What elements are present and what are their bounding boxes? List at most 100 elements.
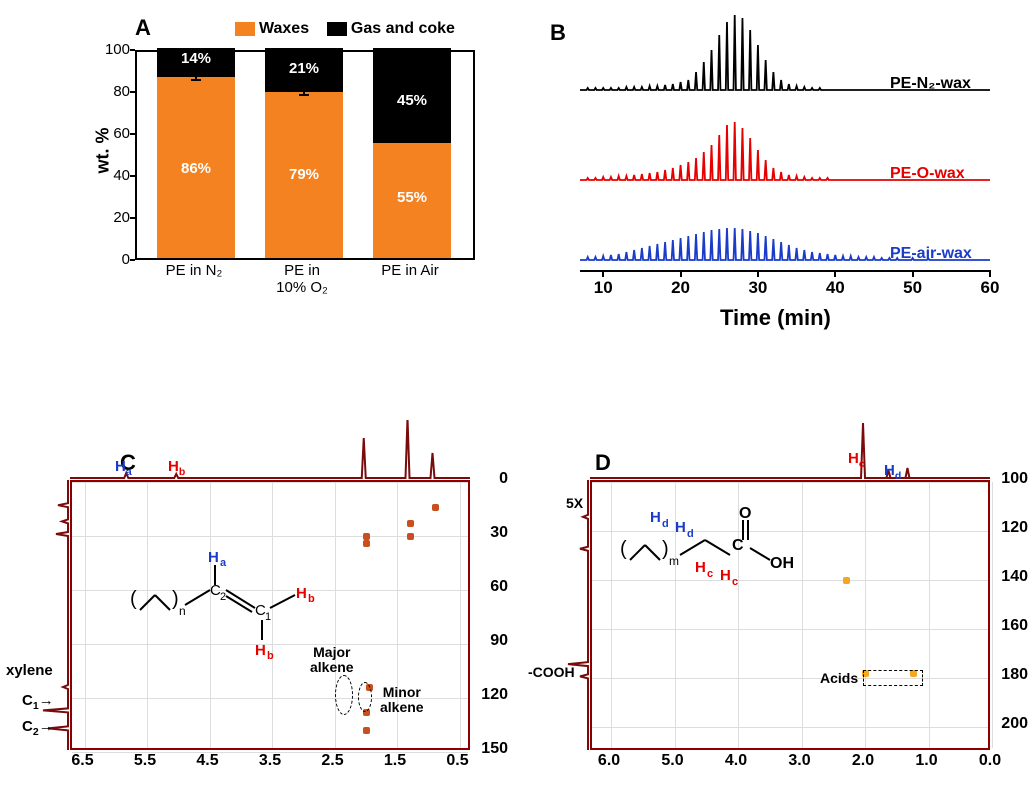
svg-text:OH: OH [770, 555, 794, 572]
svg-text:H: H [675, 519, 686, 536]
svg-text:1: 1 [265, 611, 271, 623]
panel-b-chrom [570, 0, 1010, 280]
svg-text:m: m [669, 554, 679, 568]
panel-a-legend: Waxes Gas and coke [235, 20, 455, 38]
svg-text:d: d [687, 528, 694, 540]
annot-cooh: -COOH [528, 664, 575, 680]
svg-text:H: H [208, 550, 219, 566]
nmr-ytick: 140 [992, 568, 1028, 586]
ytick-100: 100 [100, 41, 130, 58]
svg-text:O: O [739, 505, 751, 522]
xtick-20: 20 [666, 278, 696, 298]
annot-hd-top: Hd [884, 462, 901, 482]
nmr-xtick: 0.0 [972, 752, 1008, 770]
annot-5x: 5X [566, 495, 583, 511]
nmr-ytick: 60 [472, 578, 508, 596]
nmr-ytick: 160 [992, 617, 1028, 635]
nmr-xtick: 3.0 [782, 752, 818, 770]
svg-text:): ) [662, 538, 669, 560]
panel-d-left-trace [520, 480, 590, 750]
nmr-xtick: 4.5 [190, 752, 226, 770]
nmr-xtick: 2.0 [845, 752, 881, 770]
svg-text:(: ( [620, 538, 627, 560]
svg-text:d: d [662, 518, 669, 530]
trace-label-2: PE-air-wax [890, 245, 972, 263]
nmr-ytick: 0 [472, 470, 508, 488]
panel-a: A wt. % Waxes Gas and coke 86%14%79%21%5… [55, 10, 505, 320]
cross-peak [363, 540, 370, 547]
dashbox-acids [863, 670, 923, 686]
nmr-ytick: 100 [992, 470, 1028, 488]
nmr-xtick: 0.5 [440, 752, 476, 770]
annot-ha-top: Ha [115, 458, 132, 478]
ytick-20: 20 [100, 209, 130, 226]
nmr-xtick: 6.5 [65, 752, 101, 770]
nmr-xtick: 5.0 [655, 752, 691, 770]
trace-label-1: PE-O-wax [890, 165, 965, 183]
cat-2: PE in Air [361, 262, 459, 279]
panel-a-chart: 86%14% 79%21% 55%45% [135, 50, 475, 260]
annot-hb-top: Hb [168, 458, 185, 478]
svg-text:): ) [172, 588, 179, 610]
nmr-ytick: 180 [992, 666, 1028, 684]
panel-b-label: B [550, 20, 566, 46]
panel-a-label: A [135, 15, 151, 41]
nmr-xtick: 1.0 [909, 752, 945, 770]
ytick-40: 40 [100, 167, 130, 184]
cross-peak [432, 504, 439, 511]
nmr-ytick: 90 [472, 632, 508, 650]
svg-text:H: H [720, 567, 731, 584]
legend-swatch-waxes [235, 22, 255, 36]
cat-1: PE in10% O₂ [253, 262, 351, 296]
annot-hc-top: Hc [848, 450, 865, 470]
svg-text:c: c [732, 576, 738, 588]
panel-c: C Ha Hb xylene C1→ C2→ ( ) n C2 C1 Ha Hb [0, 420, 510, 790]
panel-d: D Hc Hd 5X -COOH Acids ( ) m C O OH Hd H… [520, 420, 1030, 790]
nmr-xtick: 1.5 [377, 752, 413, 770]
nmr-ytick: 120 [472, 686, 508, 704]
annot-acids: Acids [820, 670, 858, 686]
annot-major: Majoralkene [310, 645, 354, 676]
cross-peak [363, 533, 370, 540]
legend-swatch-gas [327, 22, 347, 36]
svg-text:a: a [220, 557, 227, 569]
xtick-60: 60 [975, 278, 1005, 298]
dashbox-minor [358, 682, 372, 712]
trace-label-0: PE-N₂-wax [890, 75, 971, 93]
svg-text:c: c [707, 568, 713, 580]
bar-2: 55%45% [373, 48, 451, 258]
annot-minor: Minoralkene [380, 685, 424, 716]
xtick-50: 50 [898, 278, 928, 298]
annot-c2: C2→ [22, 718, 54, 738]
legend-label-waxes: Waxes [259, 20, 309, 37]
svg-text:b: b [267, 650, 274, 660]
cross-peak [407, 533, 414, 540]
panel-b: B PE-N₂-waxPE-O-waxPE-air-wax 1020304050… [550, 0, 1010, 330]
svg-text:(: ( [130, 588, 137, 610]
svg-text:2: 2 [220, 591, 226, 603]
nmr-xtick: 6.0 [591, 752, 627, 770]
bar-0: 86%14% [157, 48, 235, 258]
svg-text:n: n [179, 604, 186, 618]
panel-b-xlabel: Time (min) [720, 305, 831, 331]
panel-d-molecule: ( ) m C O OH Hd Hd Hc Hc [620, 500, 820, 600]
svg-text:H: H [255, 642, 266, 659]
svg-text:H: H [695, 559, 706, 576]
annot-c1: C1→ [22, 692, 54, 712]
xtick-40: 40 [820, 278, 850, 298]
svg-text:b: b [308, 593, 315, 605]
svg-text:H: H [296, 585, 307, 602]
dashbox-major [335, 675, 353, 715]
ytick-0: 0 [100, 251, 130, 268]
legend-label-gas: Gas and coke [351, 20, 455, 37]
nmr-ytick: 200 [992, 715, 1028, 733]
nmr-xtick: 5.5 [127, 752, 163, 770]
nmr-xtick: 4.0 [718, 752, 754, 770]
nmr-xtick: 3.5 [252, 752, 288, 770]
annot-xylene: xylene [6, 662, 53, 679]
panel-d-top-trace [590, 420, 990, 480]
bar-1: 79%21% [265, 48, 343, 258]
svg-text:H: H [650, 509, 661, 526]
xtick-10: 10 [588, 278, 618, 298]
panel-c-molecule: ( ) n C2 C1 Ha Hb Hb [130, 550, 320, 660]
